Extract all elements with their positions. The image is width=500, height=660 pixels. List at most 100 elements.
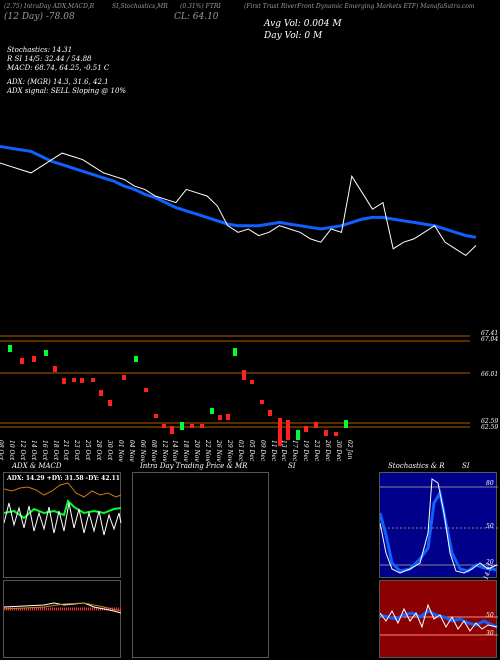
intraday-panel bbox=[132, 472, 269, 658]
date-label: 14 Nov bbox=[171, 440, 179, 462]
candle bbox=[268, 410, 272, 416]
candle bbox=[134, 356, 138, 362]
rsi-panel: 50 30 bbox=[379, 580, 498, 658]
candle bbox=[44, 350, 48, 356]
date-label: 22 Nov bbox=[204, 440, 212, 462]
date-label: 30 Oct bbox=[106, 440, 113, 461]
price-line bbox=[0, 152, 477, 257]
price-chart bbox=[0, 145, 477, 257]
candles-group bbox=[8, 345, 348, 446]
date-label: 23 Dec bbox=[313, 440, 321, 462]
candle bbox=[278, 418, 282, 446]
candle bbox=[72, 378, 76, 382]
date-label: 11 Dec bbox=[269, 440, 277, 462]
date-label: 18 Oct bbox=[51, 440, 59, 461]
date-label: 26 Nov bbox=[215, 440, 222, 462]
candle bbox=[190, 424, 194, 428]
candle bbox=[162, 424, 166, 428]
date-label: 21 Oct bbox=[62, 440, 70, 461]
date-label: 16 Oct bbox=[40, 440, 48, 461]
date-label: 05 Dec bbox=[247, 440, 255, 462]
date-label: 08 Oct bbox=[0, 440, 4, 461]
candle bbox=[286, 420, 290, 440]
candle-axis-label-3: 66.01 bbox=[481, 371, 499, 378]
header-adx-signal: ADX signal: SELL Sloping @ 10% bbox=[7, 87, 127, 95]
header-adx: ADX: (MGR) 14.3, 31.6, 42.1 bbox=[7, 78, 109, 86]
header-macd: MACD: 68.74, 64.25, -0.51 C bbox=[7, 64, 110, 72]
candle bbox=[53, 366, 57, 372]
candle bbox=[91, 378, 95, 382]
candle bbox=[250, 380, 254, 384]
candle bbox=[99, 390, 103, 396]
date-label: 29 Nov bbox=[225, 440, 233, 462]
candle-axis-label-2: 67.04 bbox=[481, 336, 499, 343]
candle bbox=[233, 348, 237, 356]
date-label: 08 Nov bbox=[149, 440, 157, 462]
date-label: 03 Dec bbox=[236, 440, 244, 462]
stochastics-panel: 80 50 20 14.31 bbox=[379, 472, 498, 581]
header-stochastics: Stochastics: 14.31 bbox=[7, 46, 73, 54]
date-label: 23 Oct bbox=[73, 440, 81, 461]
candle bbox=[200, 424, 204, 428]
date-label: 14 Oct bbox=[29, 440, 37, 461]
date-label: 17 Dec bbox=[291, 440, 299, 462]
candle-axis-label-1: 67.41 bbox=[481, 330, 499, 337]
candle bbox=[334, 432, 338, 436]
rsi-lines bbox=[380, 603, 498, 636]
intraday-panel-title-si: SI bbox=[288, 462, 296, 470]
adx-lines bbox=[4, 482, 122, 536]
date-label: 04 Nov bbox=[127, 440, 135, 462]
candle-axis-label-4: 62.59 bbox=[481, 418, 499, 425]
rsi-axis-30: 30 bbox=[486, 630, 494, 637]
candle bbox=[242, 370, 246, 380]
candle bbox=[260, 400, 264, 404]
candle bbox=[144, 388, 148, 392]
candle bbox=[226, 414, 230, 420]
date-label: 30 Dec bbox=[334, 440, 342, 462]
candle bbox=[296, 430, 300, 440]
date-label: 09 Dec bbox=[258, 440, 266, 462]
header-title-right: (First Trust RiverFront Dynamic Emerging… bbox=[244, 3, 475, 10]
macd-lines bbox=[4, 602, 122, 614]
candle bbox=[180, 422, 184, 430]
stoch-axis-80: 80 bbox=[486, 480, 494, 487]
date-label: 06 Nov bbox=[138, 440, 146, 462]
date-label: 01 Nov bbox=[116, 440, 124, 462]
date-label: 26 Dec bbox=[324, 440, 331, 462]
header-day-vol: Day Vol: 0 M bbox=[264, 31, 323, 41]
date-label: 10 Oct bbox=[7, 440, 15, 461]
candlestick-chart bbox=[0, 335, 470, 446]
date-label: 19 Dec bbox=[302, 440, 310, 462]
intraday-panel-title: Intra Day Trading Price & MR bbox=[140, 462, 248, 470]
rsi-axis-50: 50 bbox=[486, 612, 494, 619]
candle bbox=[154, 414, 158, 418]
date-label: 12 Nov bbox=[160, 440, 168, 462]
macd-panel bbox=[3, 580, 122, 658]
date-label: 18 Nov bbox=[182, 440, 190, 462]
adx-values: ADX: 14.29 +DY: 31.58 -DY: 42.11 bbox=[7, 475, 120, 482]
moving-average-line bbox=[0, 145, 477, 239]
candle bbox=[32, 356, 36, 362]
date-label: 13 Dec bbox=[280, 440, 288, 462]
date-label: 12 Oct bbox=[18, 440, 26, 461]
candle bbox=[108, 400, 112, 406]
candle bbox=[304, 426, 308, 432]
candle bbox=[210, 408, 214, 414]
candle bbox=[218, 415, 222, 420]
stoch-panel-title: Stochastics & R bbox=[388, 462, 445, 470]
adx-panel: ADX: 14.29 +DY: 31.58 -DY: 42.11 bbox=[3, 472, 122, 578]
candle-axis-label-5: 62.59 bbox=[481, 424, 499, 431]
candle bbox=[62, 378, 66, 384]
date-label: 02 Jan bbox=[345, 440, 353, 460]
header-avg-vol: Avg Vol: 0.004 M bbox=[264, 19, 342, 29]
date-label: 25 Oct bbox=[84, 440, 92, 461]
header-title-mid: SI,Stochastics,MR bbox=[112, 3, 168, 10]
stoch-panel-title-si: SI bbox=[462, 462, 470, 470]
candle bbox=[344, 420, 348, 428]
candle bbox=[324, 430, 328, 436]
candle bbox=[8, 345, 12, 352]
stoch-axis-20: 20 bbox=[486, 559, 494, 566]
header-day-change: (12 Day) -78.08 bbox=[4, 12, 75, 22]
date-label: 20 Nov bbox=[193, 440, 201, 462]
candle bbox=[80, 378, 84, 383]
